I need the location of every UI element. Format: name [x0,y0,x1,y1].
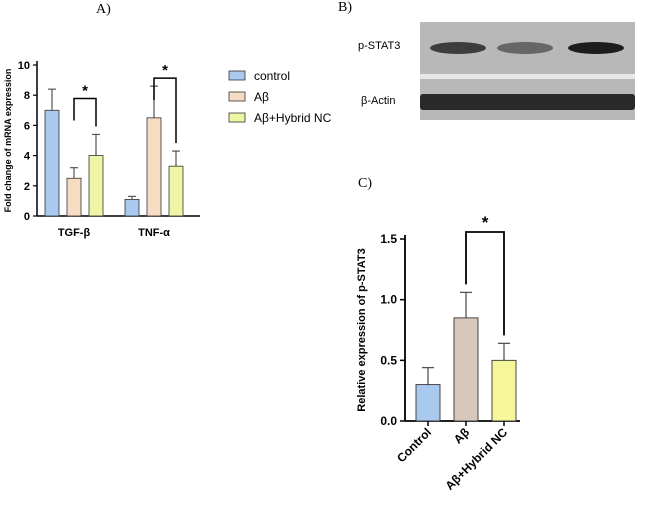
chart-a-significance-star: * [82,82,88,99]
panel-a-label: A) [96,2,111,17]
chart-a-bar [66,177,82,217]
chart-c-bar [491,359,517,422]
chart-a-legend-swatch [228,91,246,102]
chart-a-x-tick-label: TNF-α [138,227,170,239]
chart-a-bar [146,117,162,217]
panel-c-label: C) [358,176,372,191]
chart-c-x-tick-label: Aβ [451,425,472,446]
chart-a-significance-star: * [162,62,168,79]
chart-c-y-axis-label: Relative expression of p-STAT3 [356,248,368,411]
chart-a-y-tick-label: 2 [24,181,30,193]
chart-a-x-tick-label: TGF-β [58,227,91,239]
chart-c-y-tick-label: 0.5 [380,353,397,367]
chart-c-y-tick-label: 1.5 [380,232,397,246]
blot-label-bactin: β-Actin [361,95,396,107]
chart-a-bar [88,155,104,217]
chart-c-significance-bracket [465,231,505,336]
chart-a-legend-label: Aβ [254,90,269,104]
chart-a-legend-swatch [228,112,246,123]
chart-a-bar [168,165,184,217]
panel-b-label: B) [338,0,352,15]
chart-a-y-tick-label: 10 [18,60,30,72]
chart-c-y-tick-label: 1.0 [380,293,397,307]
chart-a-y-tick-label: 0 [24,211,30,223]
blot-band [568,42,624,54]
blot-label-pstat3: p-STAT3 [358,40,401,52]
chart-a-bar [44,109,60,217]
chart-a-y-tick-label: 8 [24,90,30,102]
blot-separator [420,74,635,79]
chart-a-significance-bracket [73,97,97,127]
blot-band [497,42,553,54]
chart-c-y-tick-label: 0.0 [380,414,397,428]
chart-c-significance-star: * [482,213,489,232]
chart-a-y-tick-label: 6 [24,120,30,132]
chart-c-bar [415,384,441,422]
chart-a-y-axis-label: Fold change of mRNA expression [3,69,13,213]
chart-a-significance-bracket [153,77,177,144]
chart-a-y-tick-label: 4 [24,151,31,163]
chart-a-legend-label: control [254,69,290,83]
chart-a-legend-swatch [228,70,246,81]
blot-band [430,42,486,54]
chart-c-x-tick-label: Control [394,425,434,465]
chart-c-bar [453,317,479,422]
blot-band [420,94,635,110]
chart-a-bar [124,198,140,217]
chart-a-legend-label: Aβ+Hybrid NC [254,111,332,125]
